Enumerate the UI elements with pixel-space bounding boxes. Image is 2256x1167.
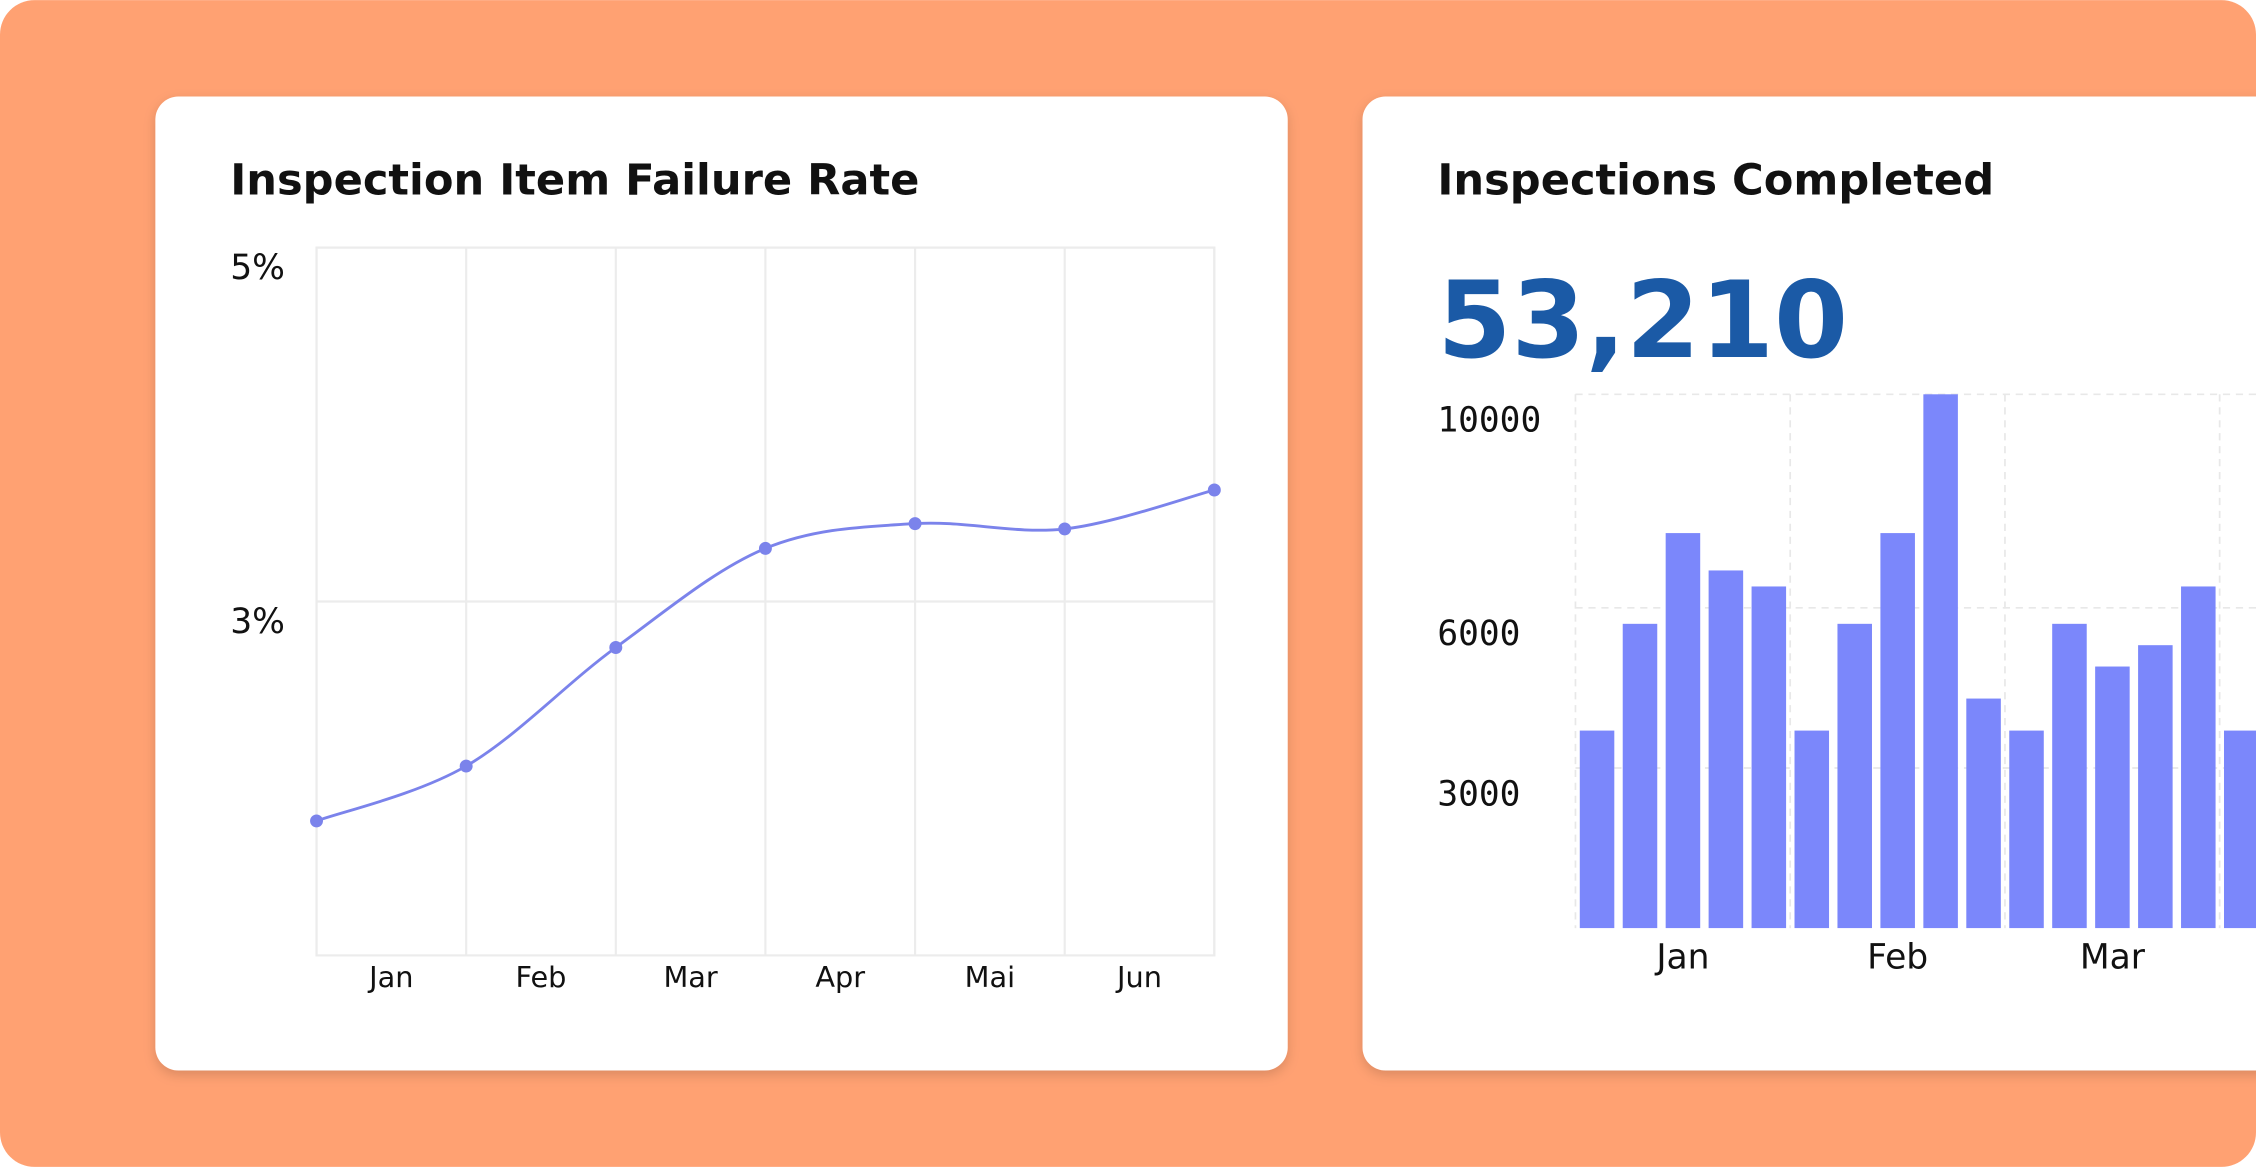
bar bbox=[2223, 730, 2256, 929]
x-tick-label: Feb bbox=[1867, 937, 1928, 977]
point bbox=[908, 517, 922, 531]
bar bbox=[1708, 570, 1744, 929]
kpi-value: 53,210 bbox=[1437, 259, 1848, 383]
bar bbox=[1837, 623, 1872, 929]
card-title: Inspection Item Failure Rate bbox=[230, 155, 919, 205]
x-tick-label: Apr bbox=[815, 960, 865, 994]
bar bbox=[1880, 533, 1915, 929]
point bbox=[609, 641, 623, 654]
x-tick-label: Mai bbox=[965, 960, 1015, 994]
bar bbox=[2138, 645, 2173, 929]
point bbox=[1058, 522, 1072, 536]
x-tick-label: Jan bbox=[1654, 937, 1709, 977]
y-tick-label: 5% bbox=[230, 248, 285, 288]
bar bbox=[1665, 533, 1701, 929]
bar bbox=[2095, 666, 2130, 929]
point bbox=[758, 541, 772, 555]
point bbox=[310, 814, 324, 828]
x-tick-label: Mar bbox=[2080, 937, 2146, 977]
x-tick-label: Mar bbox=[663, 960, 717, 994]
x-tick-label: Feb bbox=[516, 960, 567, 994]
bar bbox=[1966, 698, 2001, 929]
bar bbox=[2181, 586, 2216, 929]
bar bbox=[1794, 730, 1830, 929]
bar bbox=[1579, 730, 1615, 929]
x-tick-label: Jan bbox=[367, 960, 413, 994]
y-tick-label: 3% bbox=[230, 602, 285, 642]
card bbox=[155, 96, 1288, 1071]
bar bbox=[1622, 623, 1658, 929]
bar bbox=[1923, 394, 1958, 929]
y-tick-label: 6000 bbox=[1437, 614, 1520, 654]
bar bbox=[2052, 623, 2087, 929]
x-tick-label: Jun bbox=[1115, 960, 1162, 994]
y-tick-label: 10000 bbox=[1437, 401, 1541, 441]
point bbox=[459, 759, 473, 773]
point bbox=[1207, 483, 1221, 497]
y-tick-label: 3000 bbox=[1437, 774, 1520, 814]
bar bbox=[1751, 586, 1787, 929]
bar bbox=[2009, 730, 2044, 929]
card-title: Inspections Completed bbox=[1437, 155, 1994, 205]
